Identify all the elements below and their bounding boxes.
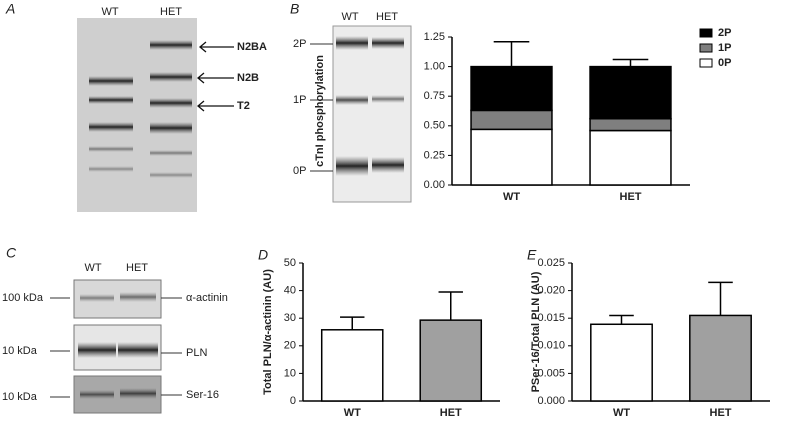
y-tick-label: 50: [284, 257, 296, 269]
bar-segment: [589, 117, 672, 132]
lane-label: WT: [84, 262, 101, 274]
y-tick-label: 0.00: [424, 179, 445, 191]
x-tick-label: WT: [503, 191, 520, 203]
y-tick-label: 1.25: [424, 31, 445, 43]
panel-letter: E: [527, 247, 537, 263]
lane-label: HET: [126, 262, 148, 274]
legend-label: 1P: [718, 42, 731, 54]
y-tick-label: 0: [290, 395, 296, 407]
y-axis-label: Total PLN/α-actinin (AU): [262, 269, 274, 395]
size-label: 10 kDa: [2, 345, 38, 357]
panel-letter: B: [290, 1, 299, 17]
y-axis-label: cTnI phosphorylation: [314, 55, 326, 167]
x-tick-label: WT: [344, 407, 361, 419]
size-label: 10 kDa: [2, 391, 38, 403]
y-tick-label: 0.75: [424, 90, 445, 102]
bar-segment: [470, 109, 553, 131]
legend-label: 0P: [718, 57, 731, 69]
x-tick-label: WT: [613, 407, 630, 419]
protein-label: PLN: [186, 347, 207, 359]
y-tick-label: 0.005: [537, 367, 565, 379]
x-tick-label: HET: [710, 407, 732, 419]
y-tick-label: 0.50: [424, 120, 445, 132]
bar: [590, 323, 653, 402]
lane-label: WT: [101, 6, 118, 18]
y-tick-label: 0.015: [537, 312, 565, 324]
state-label: 0P: [293, 165, 306, 177]
state-label: 2P: [293, 38, 306, 50]
bar: [689, 314, 752, 402]
bar-segment: [589, 65, 672, 120]
arrows: [196, 41, 234, 112]
protein-label: α-actinin: [186, 292, 228, 304]
bar-segment: [470, 65, 553, 112]
lane-label: HET: [160, 6, 182, 18]
y-tick-label: 20: [284, 340, 296, 352]
gel: [77, 18, 197, 212]
x-tick-label: HET: [440, 407, 462, 419]
y-axis-label: PSer-16/Total PLN (AU): [530, 271, 542, 392]
y-tick-label: 0.025: [537, 257, 565, 269]
blots: [73, 279, 162, 414]
y-tick-label: 0.000: [537, 395, 565, 407]
lane-label: HET: [376, 11, 398, 23]
band-label: N2BA: [237, 41, 267, 53]
band-label: N2B: [237, 72, 259, 84]
bar: [320, 329, 384, 402]
y-tick-label: 1.00: [424, 61, 445, 73]
size-label: 100 kDa: [2, 292, 44, 304]
bar-segment: [589, 129, 672, 186]
legend-label: 2P: [718, 27, 731, 39]
y-tick-label: 0.010: [537, 340, 565, 352]
y-tick-label: 0.020: [537, 285, 565, 297]
bar-segment: [470, 128, 553, 186]
y-tick-label: 30: [284, 312, 296, 324]
y-tick-label: 40: [284, 285, 296, 297]
panel-letter: C: [6, 245, 17, 261]
y-tick-label: 0.25: [424, 149, 445, 161]
bar: [419, 319, 483, 402]
protein-label: Ser-16: [186, 389, 219, 401]
y-tick-label: 10: [284, 367, 296, 379]
x-tick-label: HET: [620, 191, 642, 203]
band-label: T2: [237, 100, 250, 112]
gel-bands: [336, 36, 404, 176]
legend-swatch: [699, 28, 713, 38]
legend-swatch: [699, 43, 713, 53]
state-label: 1P: [293, 94, 306, 106]
panel-letter: D: [258, 247, 268, 263]
gel-bands: [89, 40, 192, 178]
legend-swatch: [699, 58, 713, 68]
lane-label: WT: [341, 11, 358, 23]
panel-letter: A: [5, 1, 15, 17]
